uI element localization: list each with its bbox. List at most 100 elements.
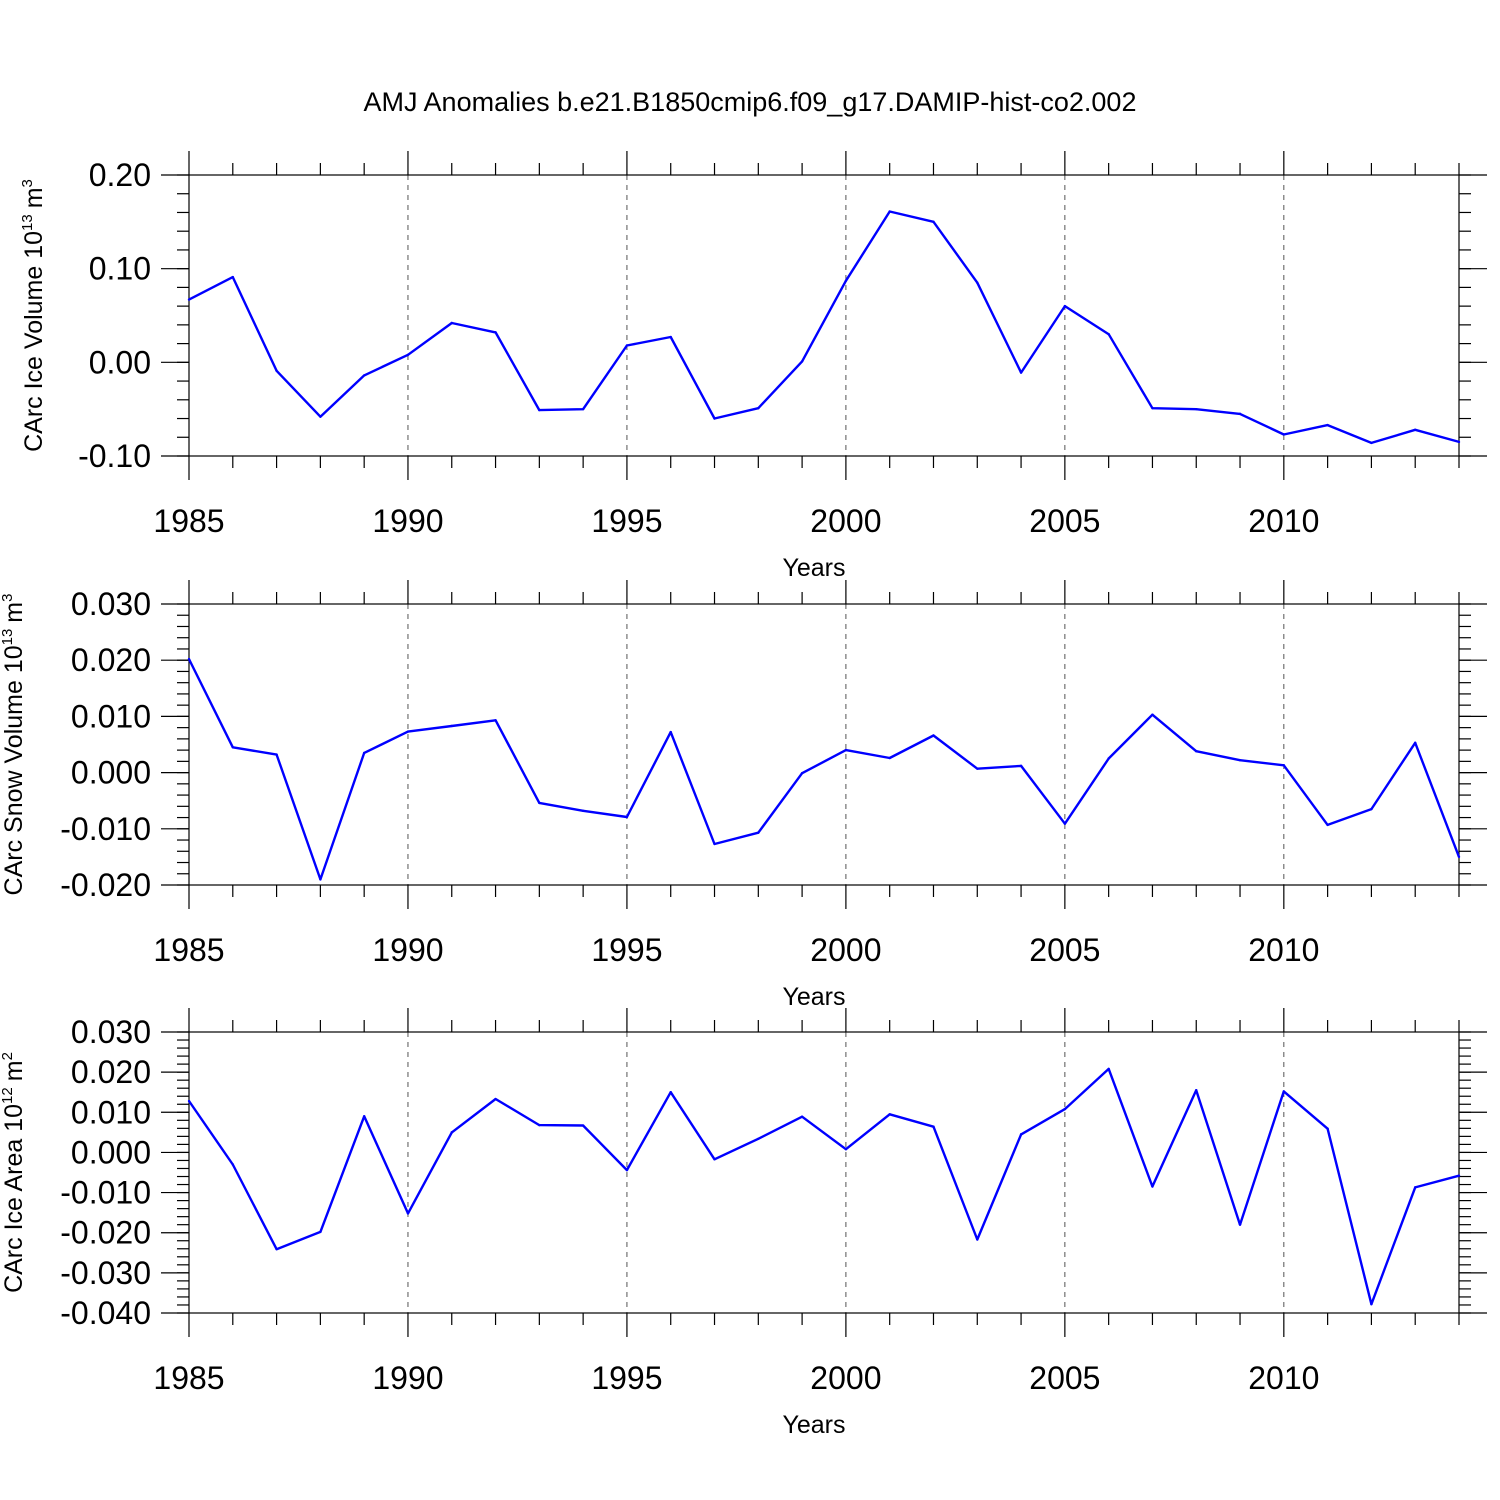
data-point	[1370, 807, 1373, 811]
data-point	[1195, 407, 1198, 411]
data-point	[538, 801, 541, 805]
x-tick-label: 2005	[1029, 503, 1100, 539]
data-point	[275, 369, 278, 372]
y-axis-title-unit-exponent: 3	[0, 594, 16, 602]
data-point	[976, 1238, 979, 1241]
data-point	[362, 374, 366, 377]
data-point	[757, 831, 760, 834]
x-tick-label: 2000	[810, 1360, 881, 1396]
y-axis-title: CArc Snow Volume 1013 m3	[0, 594, 28, 896]
y-tick-label: -0.040	[60, 1295, 151, 1331]
data-point	[406, 1212, 410, 1215]
data-point	[1326, 823, 1329, 827]
y-tick-label: 0.00	[89, 344, 151, 380]
data-point	[713, 1158, 716, 1161]
data-point	[1063, 822, 1067, 825]
y-tick-label: 0.10	[89, 251, 151, 287]
y-tick-label: 0.000	[71, 755, 151, 791]
data-point	[494, 719, 497, 722]
y-axis-title-unit-exponent: 3	[19, 179, 36, 187]
data-point	[800, 771, 804, 775]
data-point	[1151, 713, 1154, 716]
data-point	[1457, 1174, 1461, 1177]
y-axis-title-unit: m	[20, 187, 48, 208]
y-axis-title-unit: m	[0, 602, 28, 623]
data-point	[1282, 764, 1286, 767]
x-tick-label: 1995	[591, 503, 662, 539]
x-axis-title: Years	[782, 983, 845, 1011]
data-point	[538, 1123, 541, 1127]
data-point	[625, 815, 629, 819]
data-point	[1414, 428, 1417, 431]
y-tick-label: 0.000	[71, 1134, 151, 1170]
data-point	[275, 753, 278, 756]
data-point	[1195, 1089, 1198, 1092]
chart-panel-3: 1985 1990 1995 2000 2005 2010 -0.040 -0.030 -0.0…	[0, 1008, 1487, 1439]
x-tick-label: 2010	[1248, 932, 1319, 968]
plot-frame	[188, 1031, 1460, 1314]
y-axis-title-text: CArc Snow Volume 10	[0, 645, 28, 895]
chart-title: AMJ Anomalies b.e21.B1850cmip6.f09_g17.D…	[364, 87, 1137, 117]
y-axis-title-exponent: 12	[0, 1087, 16, 1104]
data-point	[1238, 1223, 1242, 1226]
data-point	[231, 275, 234, 279]
data-point	[1063, 304, 1067, 308]
data-point	[275, 1247, 278, 1251]
data-point	[669, 1091, 672, 1094]
x-tick-label: 1990	[372, 503, 443, 539]
x-tick-label: 1990	[372, 1360, 443, 1396]
y-axis-title-exponent: 13	[19, 214, 36, 231]
data-point	[888, 756, 891, 760]
x-tick-label: 1985	[153, 503, 224, 539]
data-point	[844, 748, 848, 752]
data-point	[1370, 441, 1373, 445]
data-point	[581, 407, 585, 411]
data-point	[581, 1124, 585, 1127]
data-point	[888, 210, 891, 213]
data-point	[187, 298, 191, 301]
data-point	[1019, 764, 1023, 768]
data-point	[625, 1168, 629, 1172]
data-point	[406, 730, 410, 733]
y-tick-label: 0.010	[71, 698, 151, 734]
data-point	[1151, 1185, 1154, 1188]
data-point	[625, 344, 629, 347]
x-tick-label: 1990	[372, 932, 443, 968]
data-point	[231, 746, 234, 749]
data-point	[713, 842, 716, 846]
data-point	[1151, 407, 1154, 410]
x-tick-label: 1995	[591, 1360, 662, 1396]
x-tick-label: 2010	[1248, 503, 1319, 539]
data-point	[1370, 1302, 1373, 1306]
data-point	[231, 1163, 234, 1166]
data-point	[713, 417, 716, 420]
data-point	[362, 751, 366, 755]
chart-panel-2: 1985 1990 1995 2000 2005 2010 -0.020 -0.010 0.00…	[0, 580, 1487, 1011]
x-tick-label: 2000	[810, 503, 881, 539]
x-tick-label: 1995	[591, 932, 662, 968]
data-point	[1457, 440, 1461, 444]
data-point	[187, 1099, 191, 1103]
data-point	[1063, 1107, 1067, 1111]
data-point	[1326, 1127, 1329, 1130]
y-tick-label: 0.010	[71, 1094, 151, 1130]
data-point	[1195, 750, 1198, 753]
x-tick-label: 1985	[153, 1360, 224, 1396]
y-tick-label: -0.030	[60, 1255, 151, 1291]
y-tick-label: -0.020	[60, 867, 151, 903]
y-axis-title-text: CArc Ice Volume 10	[20, 231, 48, 452]
data-point	[1282, 433, 1286, 436]
data-point	[757, 407, 760, 410]
data-point	[932, 220, 935, 224]
y-tick-label: 0.020	[71, 642, 151, 678]
data-point	[844, 279, 848, 283]
y-tick-label: 0.20	[89, 157, 151, 193]
x-axis-title: Years	[782, 554, 845, 582]
data-point	[932, 1125, 935, 1128]
data-point	[800, 1115, 804, 1118]
data-point	[888, 1113, 891, 1116]
x-tick-label: 2000	[810, 932, 881, 968]
data-point	[1107, 1067, 1110, 1071]
data-point	[450, 321, 453, 325]
data-point	[319, 1230, 322, 1234]
